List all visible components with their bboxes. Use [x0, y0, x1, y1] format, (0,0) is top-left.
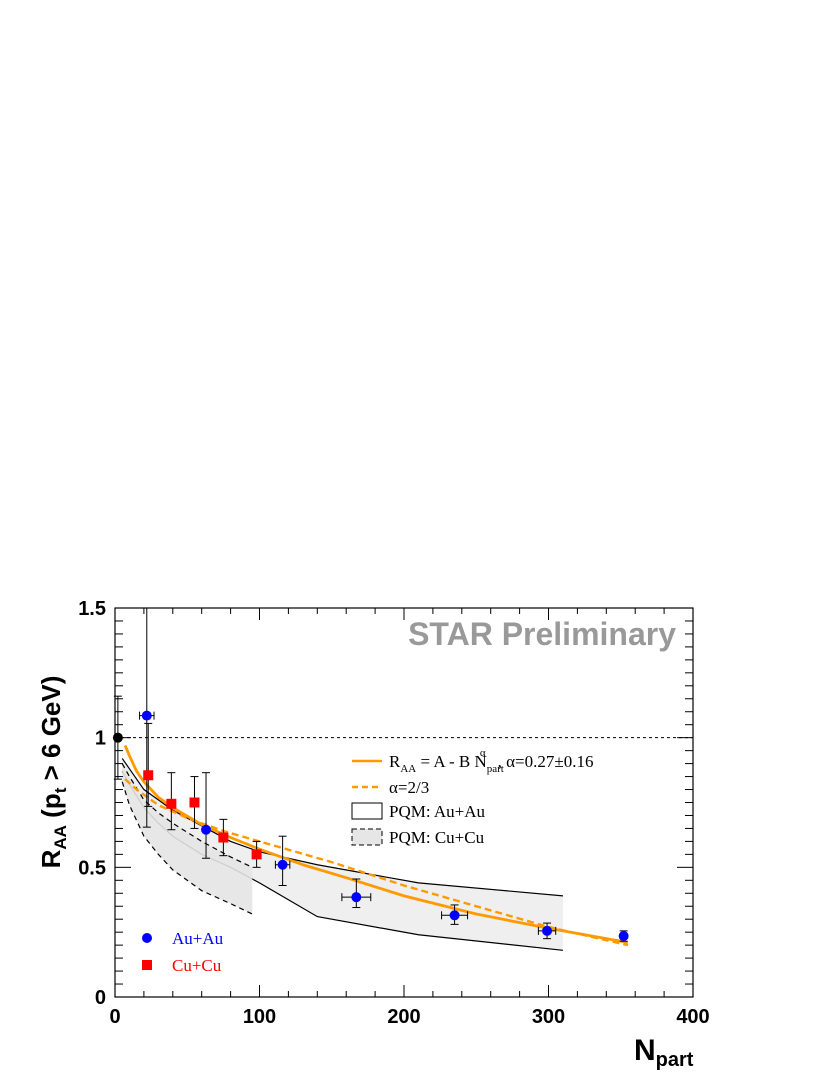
marker-auau [449, 910, 460, 921]
legend-pqm-auau-label: PQM: Au+Au [389, 802, 486, 821]
legend-pqm-auau-swatch [351, 802, 383, 820]
x-tick-label: 200 [387, 1006, 420, 1028]
curve-fit [123, 744, 629, 944]
axis-ticks: 0 100 200 300 400 0 0.5 1 1.5 [78, 598, 710, 1028]
marker-auau [542, 925, 553, 936]
legend-fit-label: RAA = A - B Npartα, α=0.27±0.16 [389, 747, 593, 775]
legend-alpha-label: α=2/3 [389, 778, 429, 797]
x-axis-title: Npart [634, 1034, 694, 1071]
legend-top: RAA = A - B Npartα, α=0.27±0.16 α=2/3 PQ… [351, 747, 593, 847]
legend-pqm-cucu-label: PQM: Cu+Cu [389, 828, 485, 847]
marker-auau [351, 892, 362, 903]
legend-auau-label: Au+Au [172, 929, 224, 948]
marker-cucu [218, 832, 229, 843]
marker-cucu [166, 798, 177, 809]
watermark: STAR Preliminary [408, 616, 676, 652]
band-upper-edge [121, 763, 253, 868]
x-tick-label: 400 [676, 1006, 709, 1028]
y-tick-label: 0 [95, 987, 106, 1009]
x-tick-label: 0 [109, 1006, 120, 1028]
x-tick-label: 300 [532, 1006, 565, 1028]
marker-cucu [251, 849, 262, 860]
band-lower-edge [121, 781, 253, 915]
legend-pqm-cucu-swatch [351, 828, 383, 846]
marker-cucu [189, 797, 200, 808]
y-tick-label: 1.5 [78, 598, 106, 620]
marker-auau [141, 710, 152, 721]
y-tick-label: 0.5 [78, 857, 106, 879]
x-tick-label: 100 [243, 1006, 276, 1028]
band-fill [122, 763, 253, 915]
marker-auau [618, 931, 629, 942]
y-tick-label: 1 [95, 728, 106, 750]
data-markers [112, 710, 629, 942]
marker-auau [201, 824, 212, 835]
legend-cucu-marker [142, 960, 152, 970]
y-axis-title: RAA (pt > 6 GeV) [36, 676, 70, 869]
legend-bottom: Au+Au Cu+Cu [142, 929, 224, 975]
band-fill [122, 758, 563, 951]
legend-cucu-label: Cu+Cu [172, 956, 222, 975]
legend-auau-marker [142, 933, 152, 943]
marker-cucu [143, 770, 154, 781]
marker-auau [277, 859, 288, 870]
